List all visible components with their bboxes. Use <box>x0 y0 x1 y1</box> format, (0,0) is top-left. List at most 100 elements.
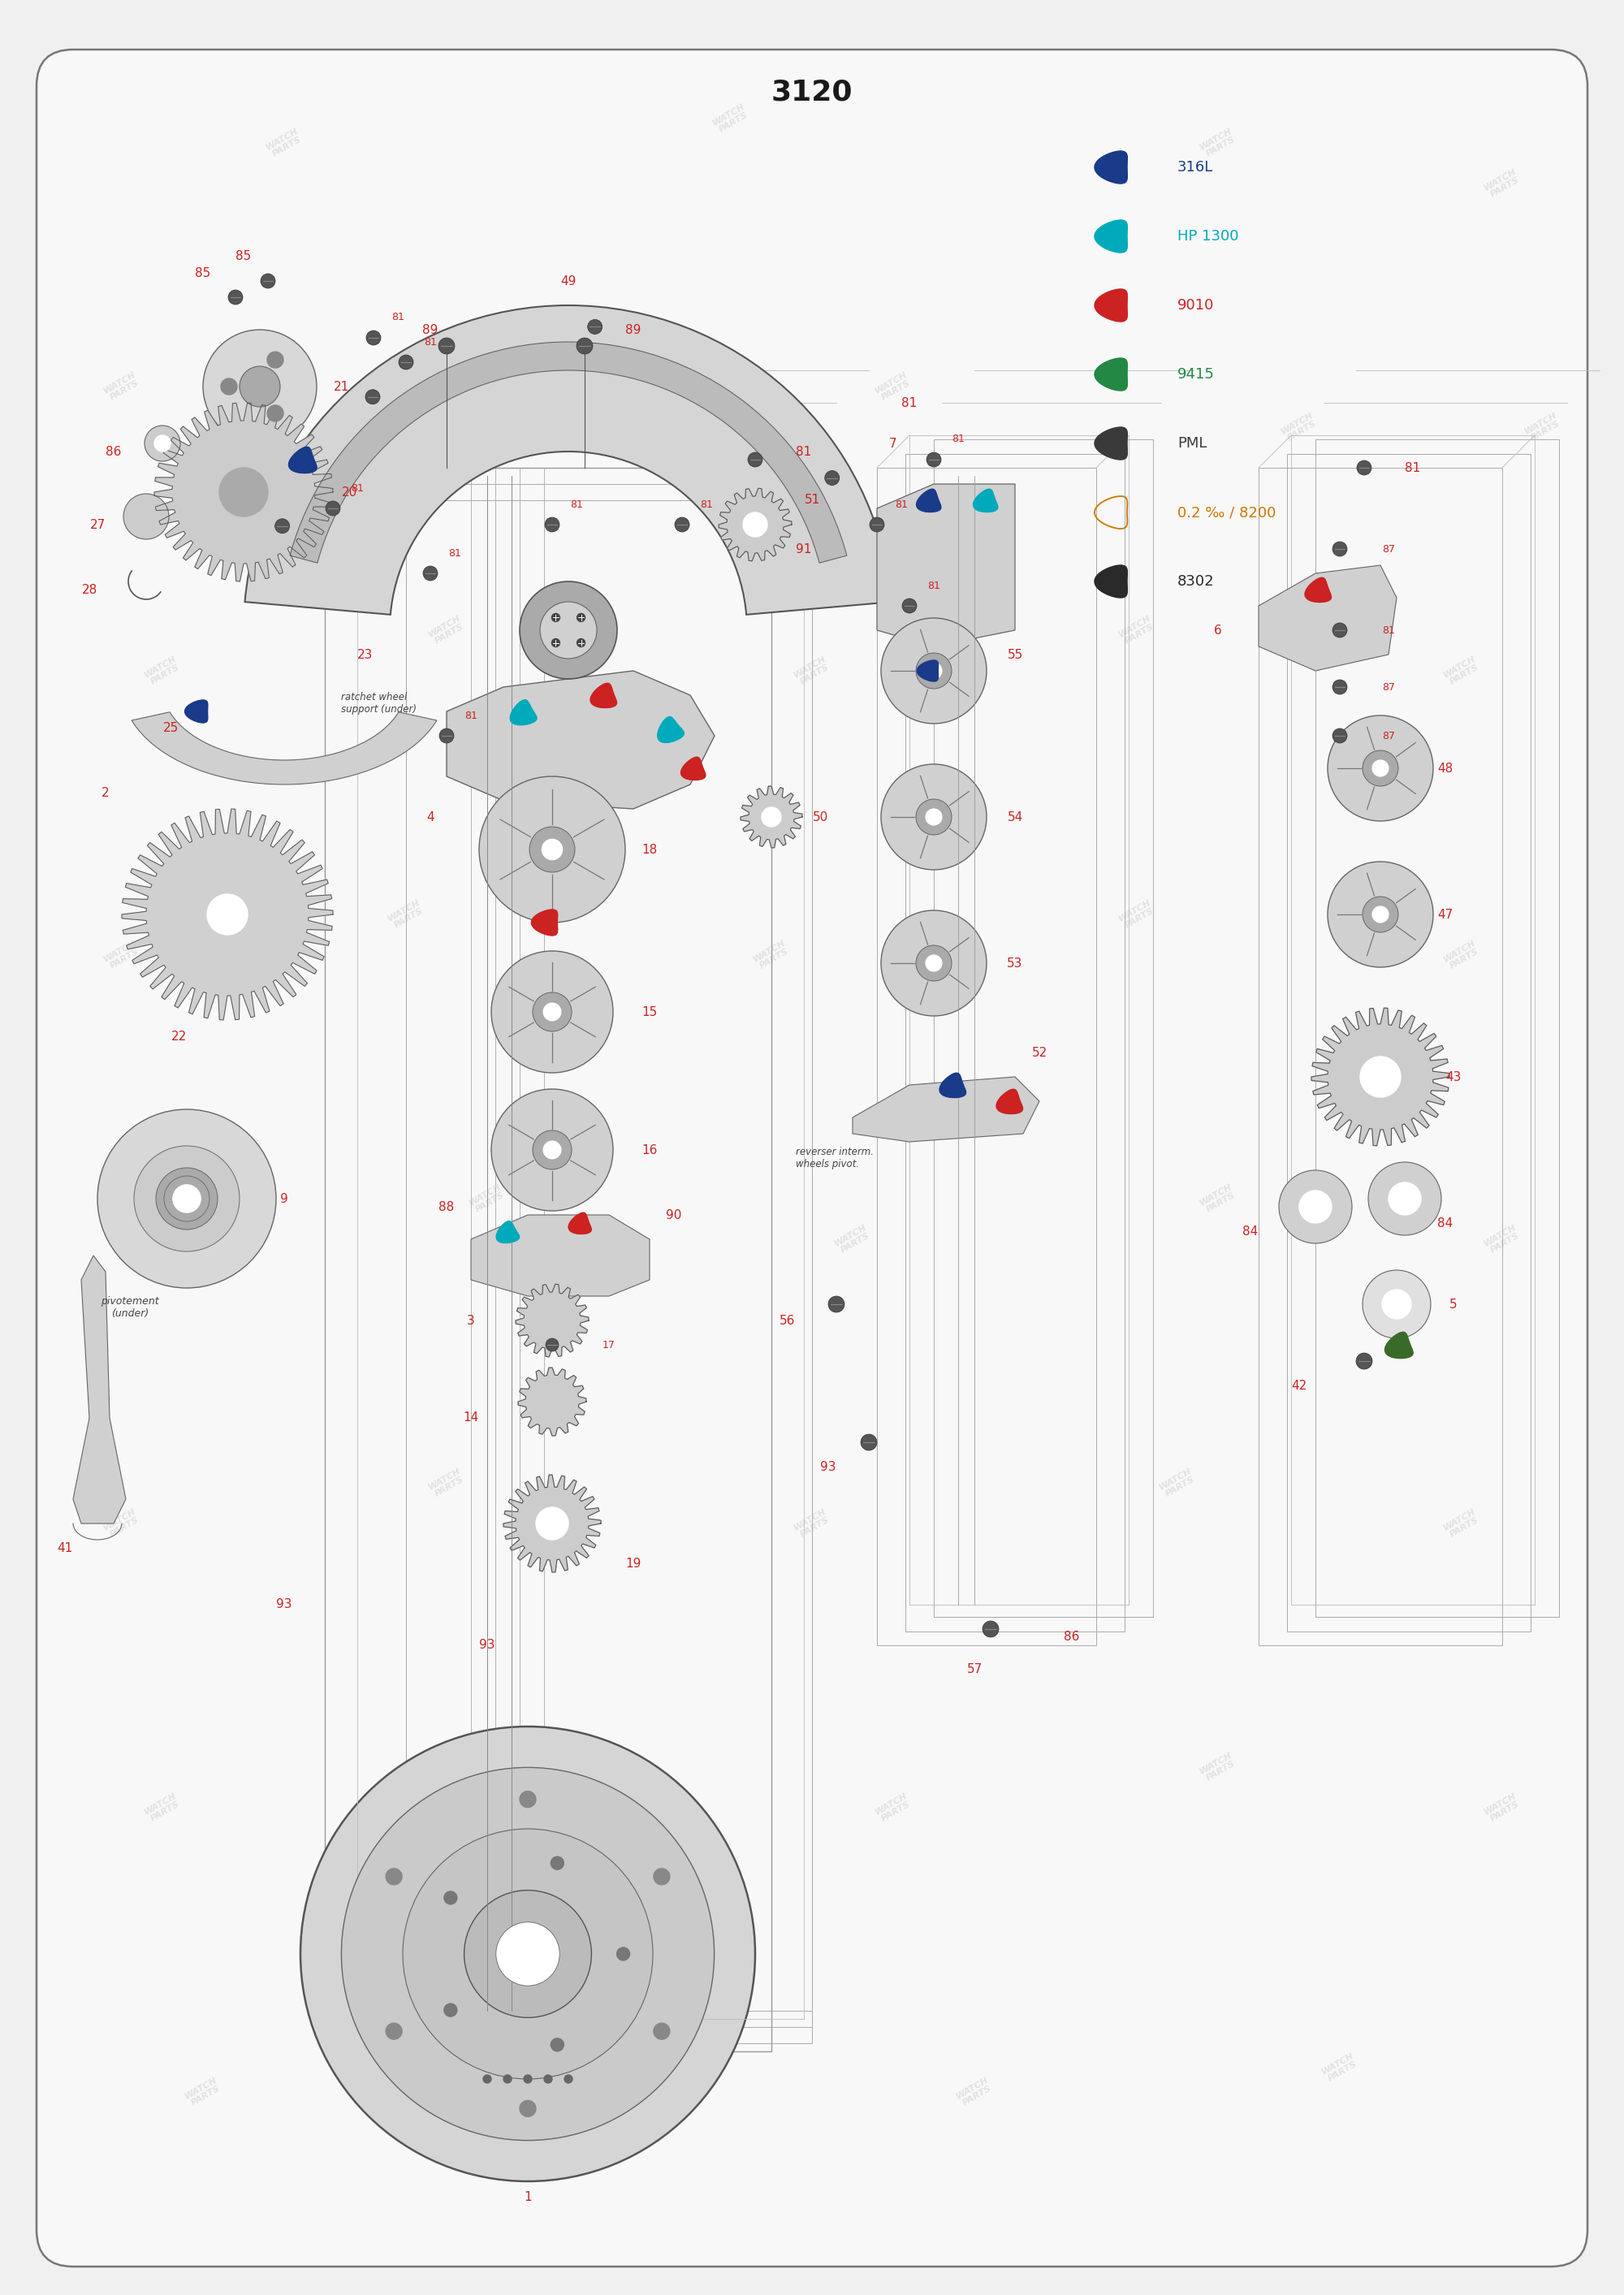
Text: 81: 81 <box>1382 624 1395 636</box>
Circle shape <box>749 452 763 466</box>
Circle shape <box>1356 1354 1372 1370</box>
Circle shape <box>365 390 380 404</box>
Text: 81: 81 <box>927 581 940 590</box>
Polygon shape <box>1306 578 1332 601</box>
FancyBboxPatch shape <box>36 50 1588 2267</box>
Polygon shape <box>1095 220 1127 252</box>
Circle shape <box>523 2075 533 2084</box>
Circle shape <box>653 1868 669 1884</box>
Text: WATCH
PARTS: WATCH PARTS <box>1158 1467 1197 1499</box>
Text: WATCH
PARTS: WATCH PARTS <box>1199 1182 1237 1216</box>
Polygon shape <box>122 808 333 1019</box>
Polygon shape <box>719 489 793 560</box>
Circle shape <box>325 500 339 516</box>
Circle shape <box>544 1141 560 1159</box>
Circle shape <box>208 895 247 934</box>
Text: 316L: 316L <box>1177 161 1213 174</box>
Circle shape <box>529 826 575 872</box>
Text: 14: 14 <box>463 1411 479 1423</box>
Text: 7: 7 <box>890 438 896 450</box>
Circle shape <box>260 273 276 289</box>
Circle shape <box>880 911 987 1017</box>
Text: PML: PML <box>1177 436 1207 450</box>
Circle shape <box>551 1857 564 1870</box>
Circle shape <box>1389 1182 1421 1214</box>
Text: 89: 89 <box>422 324 438 335</box>
Polygon shape <box>1095 358 1127 390</box>
Polygon shape <box>471 1214 650 1297</box>
Circle shape <box>1361 1056 1400 1097</box>
Circle shape <box>1358 461 1371 475</box>
Circle shape <box>520 2100 536 2116</box>
Text: WATCH
PARTS: WATCH PARTS <box>1199 126 1237 161</box>
Text: 81: 81 <box>391 312 404 324</box>
Circle shape <box>1372 907 1389 923</box>
Text: 56: 56 <box>780 1315 796 1327</box>
Text: 9: 9 <box>281 1193 287 1205</box>
Text: 21: 21 <box>333 381 349 392</box>
Text: 81: 81 <box>952 434 965 445</box>
Text: 81: 81 <box>448 549 461 558</box>
Text: 48: 48 <box>1437 762 1453 773</box>
Text: reverser interm.
wheels pivot.: reverser interm. wheels pivot. <box>796 1148 874 1170</box>
Circle shape <box>156 1168 218 1230</box>
Circle shape <box>544 2075 552 2084</box>
Circle shape <box>1332 542 1348 555</box>
Polygon shape <box>503 1476 601 1572</box>
Circle shape <box>926 808 942 824</box>
Circle shape <box>880 764 987 870</box>
Circle shape <box>916 946 952 980</box>
Text: 52: 52 <box>1031 1047 1047 1058</box>
Polygon shape <box>510 700 538 725</box>
Circle shape <box>544 1003 560 1021</box>
Circle shape <box>219 468 268 516</box>
Text: 50: 50 <box>812 810 828 824</box>
Text: 54: 54 <box>1007 810 1023 824</box>
Circle shape <box>227 289 244 305</box>
Text: 87: 87 <box>1382 544 1395 555</box>
Text: 47: 47 <box>1437 909 1453 920</box>
Circle shape <box>490 1090 614 1212</box>
Wedge shape <box>245 305 892 615</box>
Circle shape <box>577 638 585 647</box>
Text: WATCH
PARTS: WATCH PARTS <box>265 126 304 161</box>
Text: WATCH
PARTS: WATCH PARTS <box>793 1508 831 1540</box>
Circle shape <box>926 452 942 466</box>
Polygon shape <box>940 1074 966 1097</box>
Text: WATCH
PARTS: WATCH PARTS <box>184 1223 222 1255</box>
Text: HP 1300: HP 1300 <box>1177 230 1239 243</box>
Circle shape <box>880 617 987 723</box>
Text: 93: 93 <box>276 1600 292 1611</box>
Text: 49: 49 <box>560 275 577 287</box>
Circle shape <box>552 638 560 647</box>
Text: WATCH
PARTS: WATCH PARTS <box>387 897 425 932</box>
Text: 81: 81 <box>424 337 437 347</box>
Text: ratchet wheel
support (under): ratchet wheel support (under) <box>341 691 416 714</box>
Text: 91: 91 <box>796 544 812 555</box>
Polygon shape <box>531 909 557 936</box>
Polygon shape <box>516 1285 588 1356</box>
Text: 27: 27 <box>89 519 106 530</box>
Circle shape <box>983 1620 999 1636</box>
Text: 81: 81 <box>796 445 812 457</box>
Text: WATCH
PARTS: WATCH PARTS <box>793 654 831 688</box>
Text: 20: 20 <box>341 487 357 498</box>
Text: WATCH
PARTS: WATCH PARTS <box>1199 1751 1237 1783</box>
Text: 81: 81 <box>700 498 713 509</box>
Circle shape <box>438 728 455 744</box>
Text: 5: 5 <box>1450 1299 1457 1310</box>
Text: WATCH
PARTS: WATCH PARTS <box>711 101 750 135</box>
Circle shape <box>552 613 560 622</box>
Circle shape <box>172 1184 201 1212</box>
Polygon shape <box>997 1090 1023 1113</box>
Circle shape <box>341 1767 715 2141</box>
Text: 19: 19 <box>625 1558 641 1570</box>
Text: WATCH
PARTS: WATCH PARTS <box>1442 939 1481 971</box>
Text: WATCH
PARTS: WATCH PARTS <box>427 613 466 647</box>
Text: 0.2 ‰ / 8200: 0.2 ‰ / 8200 <box>1177 505 1276 519</box>
Text: 9010: 9010 <box>1177 298 1215 312</box>
Circle shape <box>490 950 614 1072</box>
Polygon shape <box>973 489 997 512</box>
Circle shape <box>1332 622 1348 638</box>
Text: WATCH
PARTS: WATCH PARTS <box>102 939 141 971</box>
